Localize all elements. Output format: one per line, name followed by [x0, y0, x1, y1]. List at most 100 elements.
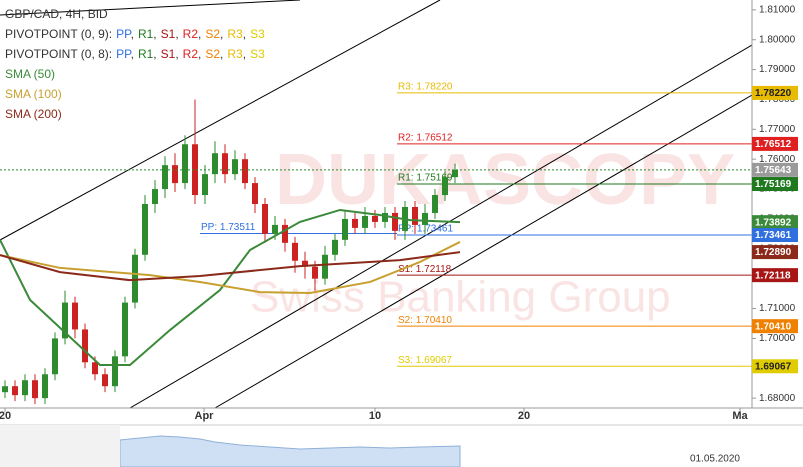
legend-separator: , — [198, 47, 201, 61]
pivot-label: S3: 1.69067 — [398, 355, 452, 366]
candle-body — [2, 386, 8, 393]
sma-line — [0, 251, 461, 282]
price-box-label: 1.78220 — [755, 88, 792, 99]
candle-body — [342, 218, 348, 240]
candle-body — [252, 183, 258, 204]
price-box — [752, 228, 798, 243]
candle-body — [442, 177, 448, 196]
legend-separator: , — [243, 27, 246, 41]
y-tick-label: 1.71000 — [759, 303, 796, 314]
legend-item: S2 — [205, 27, 220, 41]
pivot-label: S1: 1.72118 — [398, 264, 452, 275]
candle-body — [102, 374, 108, 387]
candle-body — [162, 165, 168, 190]
sma-line — [0, 208, 461, 366]
candle-body — [422, 212, 428, 225]
candle-body — [352, 218, 358, 228]
pivot-label: R2: 1.76512 — [398, 133, 453, 144]
candle-body — [232, 159, 238, 175]
price-box — [752, 319, 798, 334]
legend-item: R1 — [138, 47, 154, 61]
watermark: DUKASCOPY Swiss Banking Group — [250, 140, 735, 322]
legend-separator: , — [220, 47, 223, 61]
legend-item: R2 — [183, 47, 199, 61]
candle-body — [142, 204, 148, 255]
legend-separator: , — [153, 47, 156, 61]
x-tick-label: Apr — [195, 410, 215, 422]
legend-item: PP — [116, 27, 132, 41]
candle-body — [292, 242, 298, 261]
candle-body — [22, 380, 28, 396]
candle-body — [112, 356, 118, 387]
candle-body — [52, 338, 58, 375]
y-tick-label: 1.77000 — [759, 124, 796, 135]
candle-body — [172, 165, 178, 184]
candle-body — [62, 302, 68, 339]
candle-body — [42, 374, 48, 399]
candle-body — [432, 195, 438, 213]
candle-body — [282, 224, 288, 243]
pivot-label: S2: 1.70410 — [398, 315, 452, 326]
candle-body — [452, 169, 458, 178]
x-tick-label: Ma — [732, 410, 748, 422]
price-box-label: 1.75643 — [755, 165, 792, 176]
legend-item: PP — [116, 47, 132, 61]
legend-separator: , — [153, 27, 156, 41]
navigator-mask — [0, 425, 120, 467]
legend-item: R3 — [227, 27, 243, 41]
legend-separator: , — [131, 47, 134, 61]
candle-body — [362, 215, 368, 228]
candle-body — [242, 159, 248, 184]
legend-entry: PIVOTPOINT (0, 8): PP, R1, S1, R2, S2, R3, S3 — [5, 47, 265, 61]
trend-line — [214, 94, 752, 408]
plot-area: PP: 1.73461 R1: 1.75169 S1: 1.72118 R2: 1.7… — [0, 0, 752, 408]
legend-label: PIVOTPOINT (0, 9): — [5, 27, 112, 41]
legend-separator: , — [131, 27, 134, 41]
x-tick-label: 20 — [0, 410, 11, 422]
watermark-tagline: Swiss Banking Group — [250, 273, 671, 322]
candle-body — [372, 215, 378, 222]
candle-body — [192, 144, 198, 196]
y-tick-label: 1.76000 — [759, 154, 796, 165]
x-tick-label: 20 — [518, 410, 530, 422]
pivot-label: R3: 1.78220 — [398, 82, 453, 93]
legend-item: S3 — [250, 47, 265, 61]
end-date: 01.05.2020 — [690, 454, 740, 465]
price-box — [752, 245, 798, 260]
legend-item: S2 — [205, 47, 220, 61]
legend-entry: SMA (100) — [5, 87, 62, 101]
legend-item: R1 — [138, 27, 154, 41]
trend-line — [129, 44, 752, 408]
candle-body — [182, 144, 188, 184]
candle-body — [332, 239, 338, 255]
legend-item: S3 — [250, 27, 265, 41]
candle-body — [272, 224, 278, 234]
legend-title: GBP/CAD, 4H, BID — [5, 7, 108, 21]
pivot-label: PP: 1.73511 — [201, 222, 256, 233]
price-box-label: 1.73892 — [755, 217, 792, 228]
price-box-label: 1.75169 — [755, 179, 792, 190]
x-tick-label: 10 — [369, 410, 381, 422]
candle-body — [412, 206, 418, 225]
price-box — [752, 215, 798, 230]
candle-body — [202, 174, 208, 196]
y-tick-label: 1.68000 — [759, 393, 796, 404]
y-tick-label: 1.79000 — [759, 64, 796, 75]
candle-body — [122, 302, 128, 357]
price-box-label: 1.69067 — [755, 361, 792, 372]
price-box — [752, 136, 798, 151]
candle-body — [72, 302, 78, 330]
candle-body — [152, 189, 158, 204]
legend-separator: , — [175, 27, 178, 41]
y-tick-label: 1.81000 — [759, 4, 796, 15]
legend-item: S1 — [161, 27, 176, 41]
navigator-area — [119, 435, 461, 467]
legend-separator: , — [243, 47, 246, 61]
legend-entry: SMA (50) — [5, 67, 55, 81]
candle-body — [222, 153, 228, 175]
legend-separator: , — [220, 27, 223, 41]
candle-body — [32, 380, 38, 399]
price-box-label: 1.72118 — [755, 270, 791, 281]
